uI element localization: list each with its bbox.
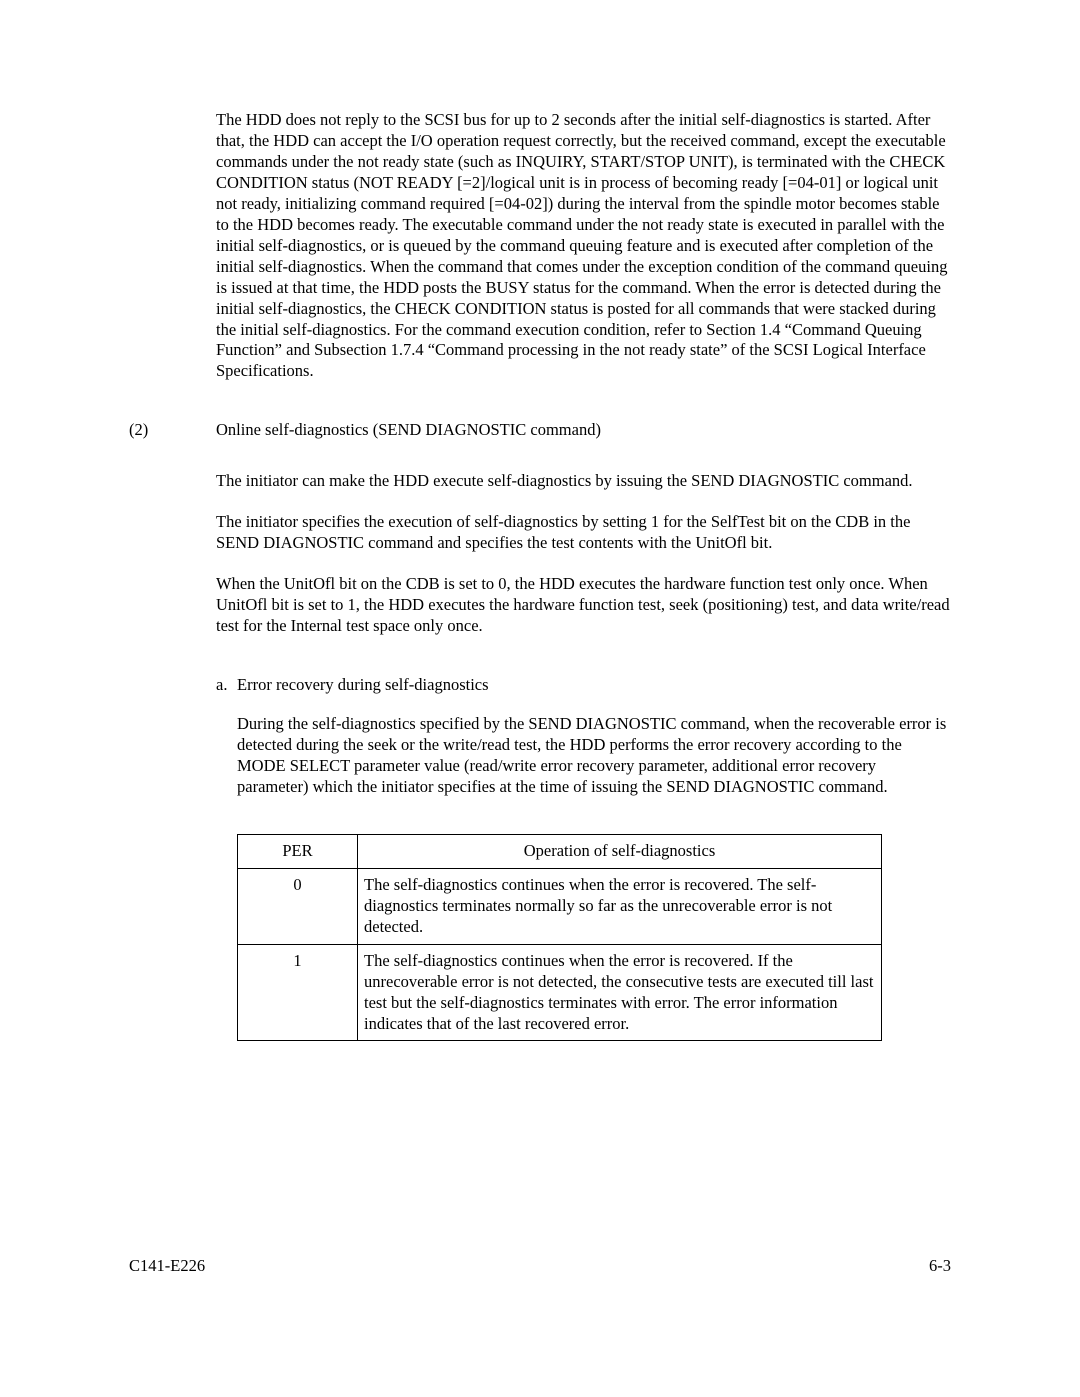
paragraph-3: The initiator specifies the execution of… bbox=[129, 512, 951, 554]
cell-op: The self-diagnostics continues when the … bbox=[358, 944, 882, 1041]
footer-page-num: 6-3 bbox=[929, 1256, 951, 1277]
diagnostics-table: PER Operation of self-diagnostics 0 The … bbox=[237, 834, 882, 1042]
cell-per: 0 bbox=[238, 868, 358, 944]
section-title: Online self-diagnostics (SEND DIAGNOSTIC… bbox=[216, 420, 601, 441]
sub-title: Error recovery during self-diagnostics bbox=[237, 675, 489, 696]
sub-letter: a. bbox=[216, 675, 237, 696]
section-2-heading: (2) Online self-diagnostics (SEND DIAGNO… bbox=[129, 420, 951, 441]
col-per-header: PER bbox=[238, 834, 358, 868]
section-number: (2) bbox=[129, 420, 216, 441]
cell-op: The self-diagnostics continues when the … bbox=[358, 868, 882, 944]
table-row: 1 The self-diagnostics continues when th… bbox=[238, 944, 882, 1041]
table-header-row: PER Operation of self-diagnostics bbox=[238, 834, 882, 868]
page-footer: C141-E226 6-3 bbox=[129, 1256, 951, 1277]
footer-doc-id: C141-E226 bbox=[129, 1256, 205, 1277]
paragraph-5: During the self-diagnostics specified by… bbox=[129, 714, 951, 798]
col-op-header: Operation of self-diagnostics bbox=[358, 834, 882, 868]
sub-heading-a: a. Error recovery during self-diagnostic… bbox=[129, 675, 951, 696]
paragraph-2: The initiator can make the HDD execute s… bbox=[129, 471, 951, 492]
paragraph-4: When the UnitOfl bit on the CDB is set t… bbox=[129, 574, 951, 637]
cell-per: 1 bbox=[238, 944, 358, 1041]
table-row: 0 The self-diagnostics continues when th… bbox=[238, 868, 882, 944]
paragraph-1: The HDD does not reply to the SCSI bus f… bbox=[129, 110, 951, 382]
